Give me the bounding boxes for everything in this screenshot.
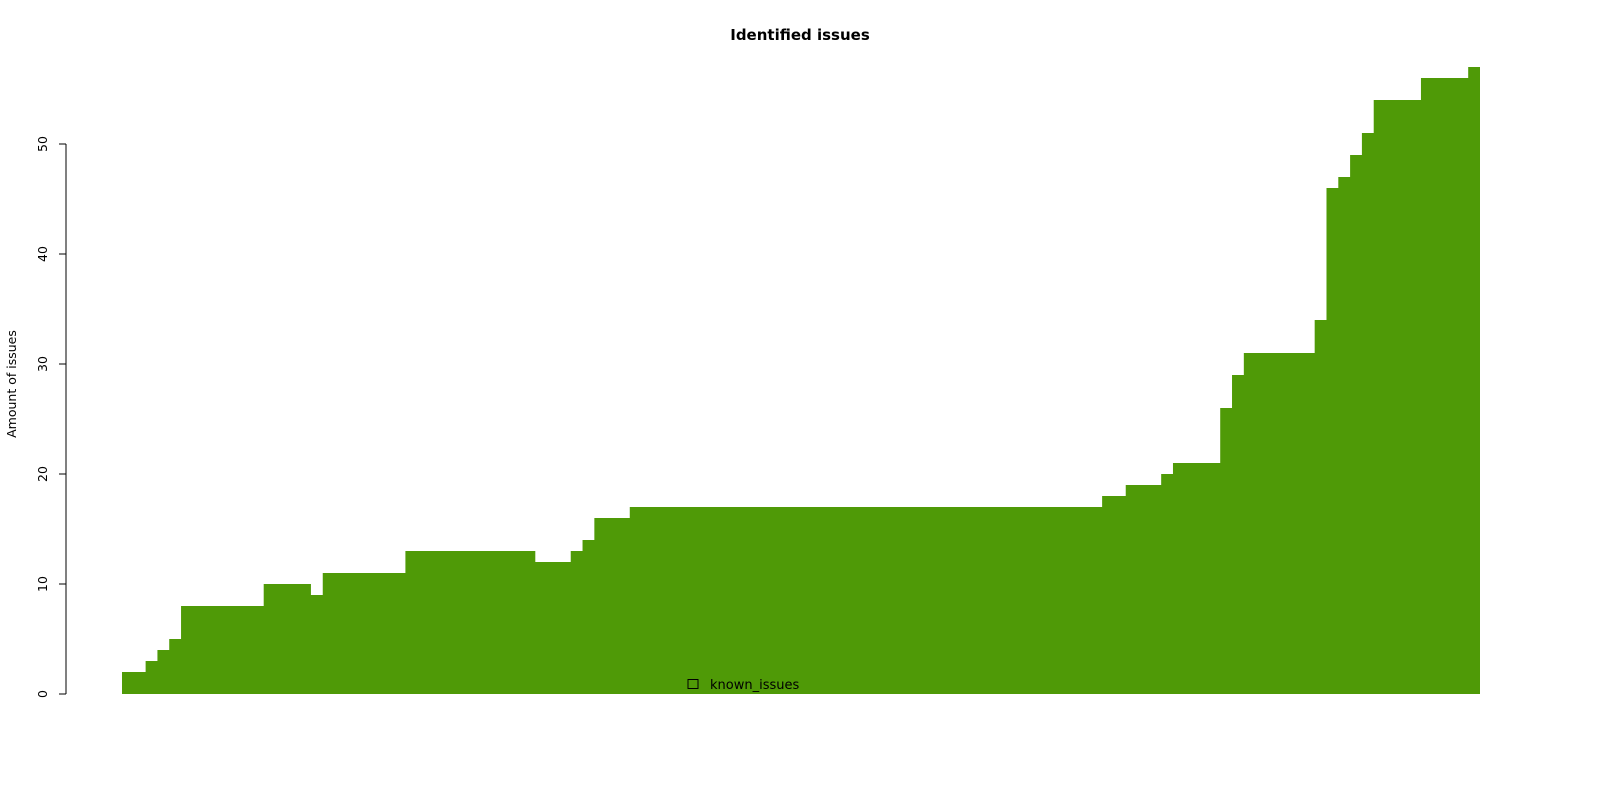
series-group [122,67,1480,694]
y-tick-label: 10 [35,576,50,592]
y-tick-label: 20 [35,466,50,482]
y-tick-label: 40 [35,246,50,262]
y-axis: 0 10 20 30 40 50 [35,136,67,698]
y-tick-label: 50 [35,136,50,152]
legend-label: known_issues [710,678,799,693]
series-area [122,67,1480,694]
legend-swatch [687,679,699,689]
y-axis-label: Amount of issues [4,330,19,438]
y-tick-label: 0 [35,690,50,698]
legend: known_issues [687,678,799,693]
y-tick-label: 30 [35,356,50,372]
chart-title: Identified issues [730,26,870,44]
